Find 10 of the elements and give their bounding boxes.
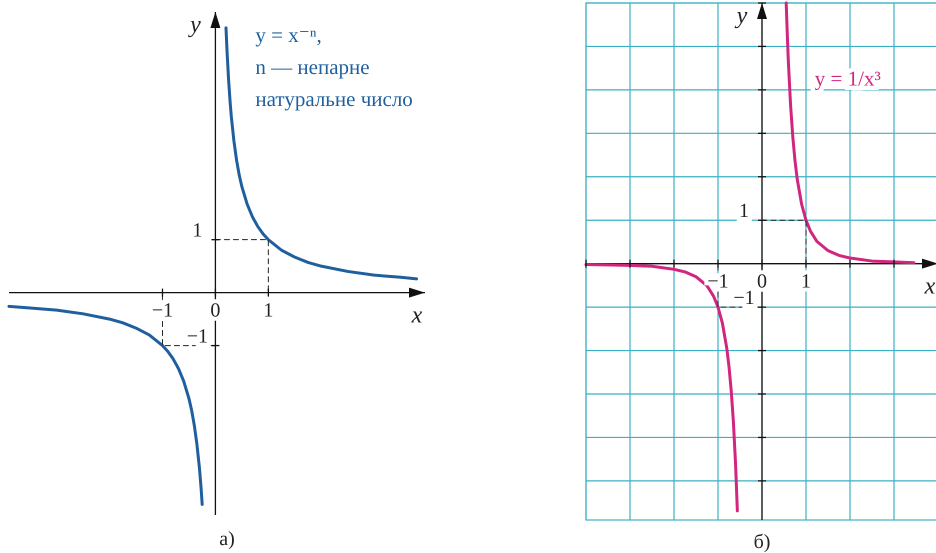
text: б) <box>754 531 770 553</box>
annotation: y = x⁻ⁿ, <box>255 23 322 47</box>
text: а) <box>219 528 235 550</box>
x-tick-label: 1 <box>263 300 274 322</box>
y-axis-title: y <box>188 12 202 38</box>
annotation: n — непарне натуральне число <box>255 55 413 111</box>
x-axis-title: x <box>410 302 423 329</box>
x-tick-label: −1 <box>152 300 174 322</box>
x-axis-title: x <box>924 274 936 300</box>
y-axis-title: y <box>734 3 748 29</box>
